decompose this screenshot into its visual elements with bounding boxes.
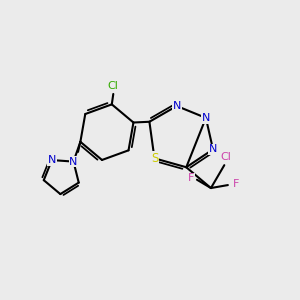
Text: Cl: Cl — [108, 81, 119, 91]
Text: F: F — [233, 178, 239, 189]
Text: S: S — [151, 152, 158, 165]
Text: N: N — [69, 157, 78, 166]
Text: Cl: Cl — [220, 152, 231, 162]
Text: F: F — [188, 173, 194, 183]
Text: N: N — [172, 101, 181, 111]
Text: N: N — [202, 113, 210, 123]
Text: N: N — [209, 144, 217, 154]
Text: N: N — [48, 155, 56, 165]
